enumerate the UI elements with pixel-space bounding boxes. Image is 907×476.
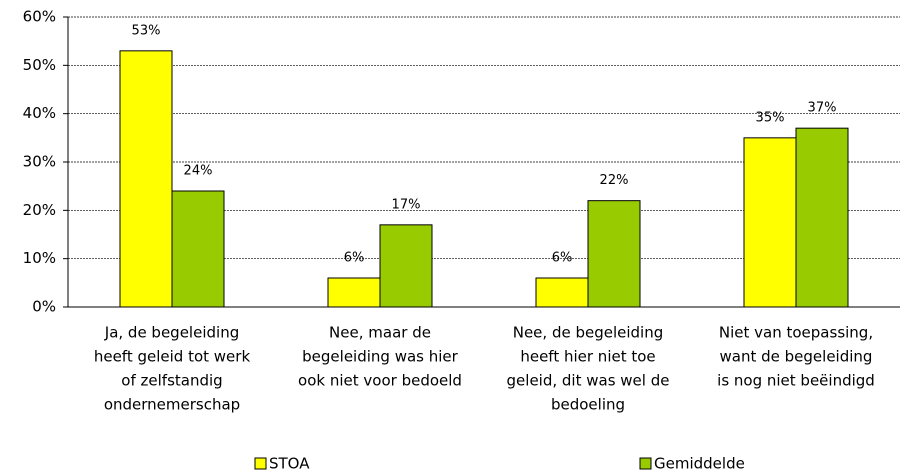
x-tick-label: heeft geleid tot werk	[94, 348, 251, 366]
bar	[535, 277, 589, 308]
x-tick-label: heeft hier niet toe	[520, 348, 655, 366]
value-label: 53%	[132, 23, 161, 38]
bar	[327, 277, 381, 308]
x-tick-label: Ja, de begeleiding	[104, 324, 239, 342]
x-tick-label: Nee, de begeleiding	[513, 324, 664, 342]
x-tick-label: begeleiding was hier	[302, 348, 458, 366]
x-tick-label: want de begeleiding	[720, 348, 873, 366]
x-tick-label: Nee, maar de	[329, 324, 431, 342]
y-tick-label: 40%	[23, 104, 56, 122]
legend-label: STOA	[269, 455, 310, 473]
legend-label: Gemiddelde	[654, 455, 745, 473]
y-tick-label: 30%	[23, 153, 56, 171]
value-label: 17%	[392, 197, 421, 212]
x-tick-label: bedoeling	[551, 396, 625, 414]
x-tick-label: Niet van toepassing,	[719, 324, 873, 342]
bar	[587, 200, 641, 308]
y-tick-label: 10%	[23, 249, 56, 267]
y-tick-label: 20%	[23, 201, 56, 219]
value-label: 35%	[756, 110, 785, 125]
x-tick-label: geleid, dit was wel de	[507, 372, 670, 390]
bar	[743, 137, 797, 308]
y-tick-label: 60%	[23, 8, 56, 26]
value-label: 22%	[600, 173, 629, 188]
value-label: 6%	[552, 251, 573, 266]
bar	[171, 190, 225, 308]
bar	[379, 224, 433, 308]
x-tick-label: ondernemerschap	[104, 396, 240, 414]
value-label: 37%	[808, 101, 837, 116]
x-tick-label: is nog niet beëindigd	[717, 372, 875, 390]
value-label: 24%	[184, 164, 213, 179]
legend-swatch	[639, 457, 652, 470]
legend-swatch	[254, 457, 267, 470]
x-tick-label: of zelfstandig	[121, 372, 222, 390]
y-tick-label: 50%	[23, 56, 56, 74]
x-tick-label: ook niet voor bedoeld	[298, 372, 462, 390]
bar	[119, 50, 173, 308]
value-label: 6%	[344, 251, 365, 266]
bar	[795, 127, 849, 308]
y-tick-label: 0%	[32, 298, 56, 316]
